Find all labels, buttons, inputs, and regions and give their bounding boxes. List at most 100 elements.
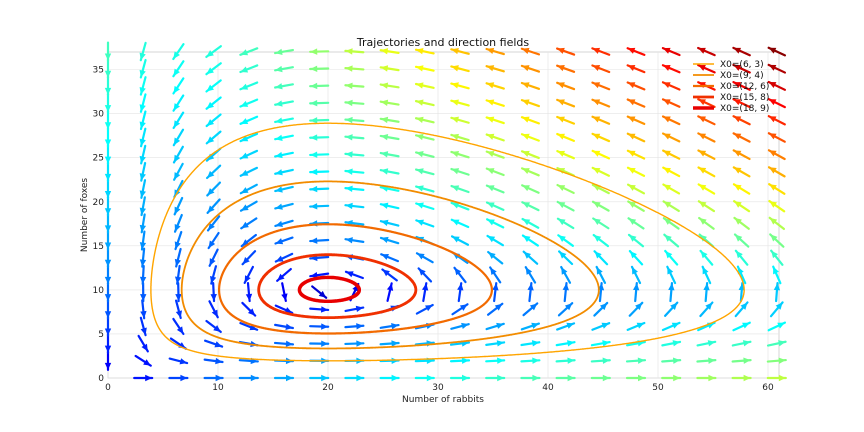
field-arrow <box>449 374 471 382</box>
field-arrow <box>591 115 611 125</box>
field-arrow <box>239 115 259 125</box>
y-axis-title: Number of foxes <box>80 178 90 253</box>
field-arrow <box>450 150 470 159</box>
field-arrow <box>661 98 681 108</box>
field-arrow <box>139 316 147 337</box>
field-arrow <box>522 302 539 317</box>
field-arrow <box>661 321 681 332</box>
field-arrow <box>172 43 185 61</box>
field-arrow <box>379 168 400 175</box>
field-arrow <box>344 374 365 382</box>
field-arrow <box>104 350 112 371</box>
field-arrow <box>699 301 714 318</box>
field-arrow <box>274 323 294 330</box>
field-arrow <box>133 374 154 382</box>
field-arrow <box>205 113 222 128</box>
field-arrow <box>104 247 112 268</box>
field-arrow <box>590 374 611 382</box>
field-arrow <box>732 132 751 143</box>
field-arrow <box>627 200 645 212</box>
trajectory-line <box>150 122 745 362</box>
field-arrow <box>174 230 183 251</box>
field-arrow <box>203 339 224 348</box>
field-arrow <box>485 65 505 73</box>
field-arrow <box>626 64 646 74</box>
field-arrow <box>173 162 184 181</box>
field-arrow <box>732 149 751 161</box>
field-arrow <box>274 48 294 56</box>
field-arrow <box>172 128 185 147</box>
field-arrow <box>626 47 646 56</box>
field-arrow <box>139 58 147 79</box>
field-arrow <box>697 166 716 178</box>
field-arrow <box>595 265 607 284</box>
field-arrow <box>274 236 294 245</box>
field-arrow <box>732 166 751 178</box>
y-tick-label: 30 <box>93 110 105 120</box>
field-arrow <box>485 82 505 90</box>
field-arrow <box>104 127 112 148</box>
field-arrow <box>555 340 576 347</box>
field-arrow <box>139 76 147 96</box>
field-arrow <box>104 264 112 286</box>
field-arrow <box>522 250 539 265</box>
field-arrow <box>104 196 112 217</box>
field-arrow <box>732 115 751 126</box>
field-arrow <box>205 79 222 93</box>
field-arrow <box>560 265 572 284</box>
field-arrow <box>666 265 677 285</box>
field-arrow <box>379 374 400 382</box>
field-arrow <box>698 216 715 230</box>
field-arrow <box>241 301 257 317</box>
field-arrow <box>139 127 147 148</box>
y-tick-label: 15 <box>93 242 104 252</box>
field-arrow <box>415 303 434 315</box>
field-arrow <box>414 48 435 55</box>
y-tick-label: 10 <box>93 286 105 296</box>
field-arrow <box>661 132 681 143</box>
field-arrow <box>662 183 681 195</box>
field-arrow <box>240 217 258 230</box>
field-arrow <box>414 116 435 124</box>
field-arrow <box>273 340 295 347</box>
y-tick-label: 0 <box>98 374 104 384</box>
field-arrow <box>556 81 576 91</box>
field-arrow <box>697 200 716 213</box>
field-arrow <box>168 357 189 365</box>
field-arrow <box>414 82 435 89</box>
field-arrow <box>379 65 400 72</box>
field-arrow <box>309 323 330 330</box>
field-arrow <box>520 167 540 177</box>
field-arrow <box>205 96 222 110</box>
field-arrow <box>274 202 294 210</box>
field-arrow <box>556 132 576 142</box>
field-arrow <box>344 168 365 175</box>
field-arrow <box>556 64 576 73</box>
field-arrow <box>556 200 575 212</box>
field-arrow <box>767 98 786 109</box>
field-arrow <box>766 340 787 347</box>
field-arrow <box>139 93 147 113</box>
field-arrow <box>485 116 505 125</box>
legend-item: X0=(9, 4) <box>693 71 764 81</box>
field-arrow <box>662 149 681 160</box>
field-arrow <box>520 340 541 347</box>
field-arrow <box>309 99 330 107</box>
field-arrow <box>274 117 294 124</box>
field-arrow <box>485 99 505 107</box>
field-arrow <box>380 253 400 263</box>
field-arrow <box>175 281 182 303</box>
field-arrow <box>344 116 365 124</box>
field-arrow <box>206 198 221 214</box>
y-tick-label: 35 <box>93 66 104 76</box>
field-arrow <box>520 150 540 160</box>
field-arrow <box>732 183 751 195</box>
field-arrow <box>592 217 610 230</box>
field-arrow <box>450 99 470 107</box>
field-arrow <box>485 322 505 331</box>
field-arrow <box>174 247 182 268</box>
field-arrow <box>696 340 717 347</box>
field-arrow <box>450 184 470 194</box>
field-arrow <box>767 166 786 178</box>
field-arrow <box>281 282 288 303</box>
